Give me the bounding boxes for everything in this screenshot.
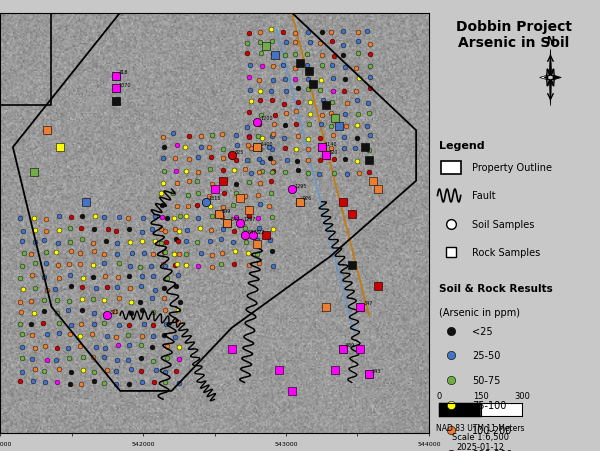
Text: 1315: 1315: [209, 196, 221, 201]
Text: 2025-01-12: 2025-01-12: [457, 442, 505, 451]
Text: 926: 926: [303, 196, 313, 201]
Text: 320: 320: [329, 150, 338, 155]
Text: 869: 869: [346, 343, 355, 348]
Text: 347: 347: [363, 301, 373, 306]
Text: Soil & Rock Results: Soil & Rock Results: [439, 283, 553, 293]
Text: (Arsenic in ppm): (Arsenic in ppm): [439, 307, 520, 317]
Text: NAD 83 UTM 11 Meters: NAD 83 UTM 11 Meters: [436, 423, 525, 433]
Text: 1295: 1295: [295, 183, 307, 189]
Text: 1200: 1200: [260, 116, 272, 121]
Text: 318: 318: [119, 70, 128, 75]
Text: 1400: 1400: [260, 141, 272, 147]
Text: Fault: Fault: [472, 191, 496, 201]
Text: Scale 1:6,500: Scale 1:6,500: [452, 432, 509, 441]
Text: 540: 540: [230, 217, 239, 222]
Bar: [441, 161, 461, 175]
Text: 825: 825: [235, 150, 244, 155]
Text: 25-50: 25-50: [472, 350, 501, 361]
Text: 50-75: 50-75: [472, 375, 501, 385]
Text: 150: 150: [473, 391, 488, 400]
Text: 321: 321: [110, 309, 119, 314]
Polygon shape: [550, 86, 551, 106]
Polygon shape: [550, 50, 551, 71]
Text: Dobbin Project
Arsenic in Soil: Dobbin Project Arsenic in Soil: [456, 20, 572, 50]
Text: <25: <25: [472, 326, 493, 336]
Text: 1070: 1070: [119, 83, 131, 87]
Text: 343: 343: [372, 368, 381, 373]
Text: Soil Samples: Soil Samples: [472, 219, 535, 229]
Polygon shape: [539, 76, 548, 81]
Text: N: N: [547, 36, 554, 46]
Text: 75-100: 75-100: [472, 400, 507, 410]
Text: 200-300: 200-300: [472, 449, 513, 451]
Text: Legend: Legend: [439, 141, 485, 151]
Text: Property Outline: Property Outline: [472, 163, 553, 173]
Text: 0: 0: [436, 391, 442, 400]
Text: 547: 547: [247, 230, 257, 235]
Text: 849: 849: [221, 208, 231, 213]
Polygon shape: [553, 76, 561, 81]
Text: 1140: 1140: [325, 141, 337, 147]
Text: 322: 322: [256, 230, 265, 235]
Text: 300: 300: [514, 391, 530, 400]
Text: Rock Samples: Rock Samples: [472, 247, 541, 258]
Text: 100-200: 100-200: [472, 425, 513, 435]
Text: 1297: 1297: [243, 217, 256, 222]
